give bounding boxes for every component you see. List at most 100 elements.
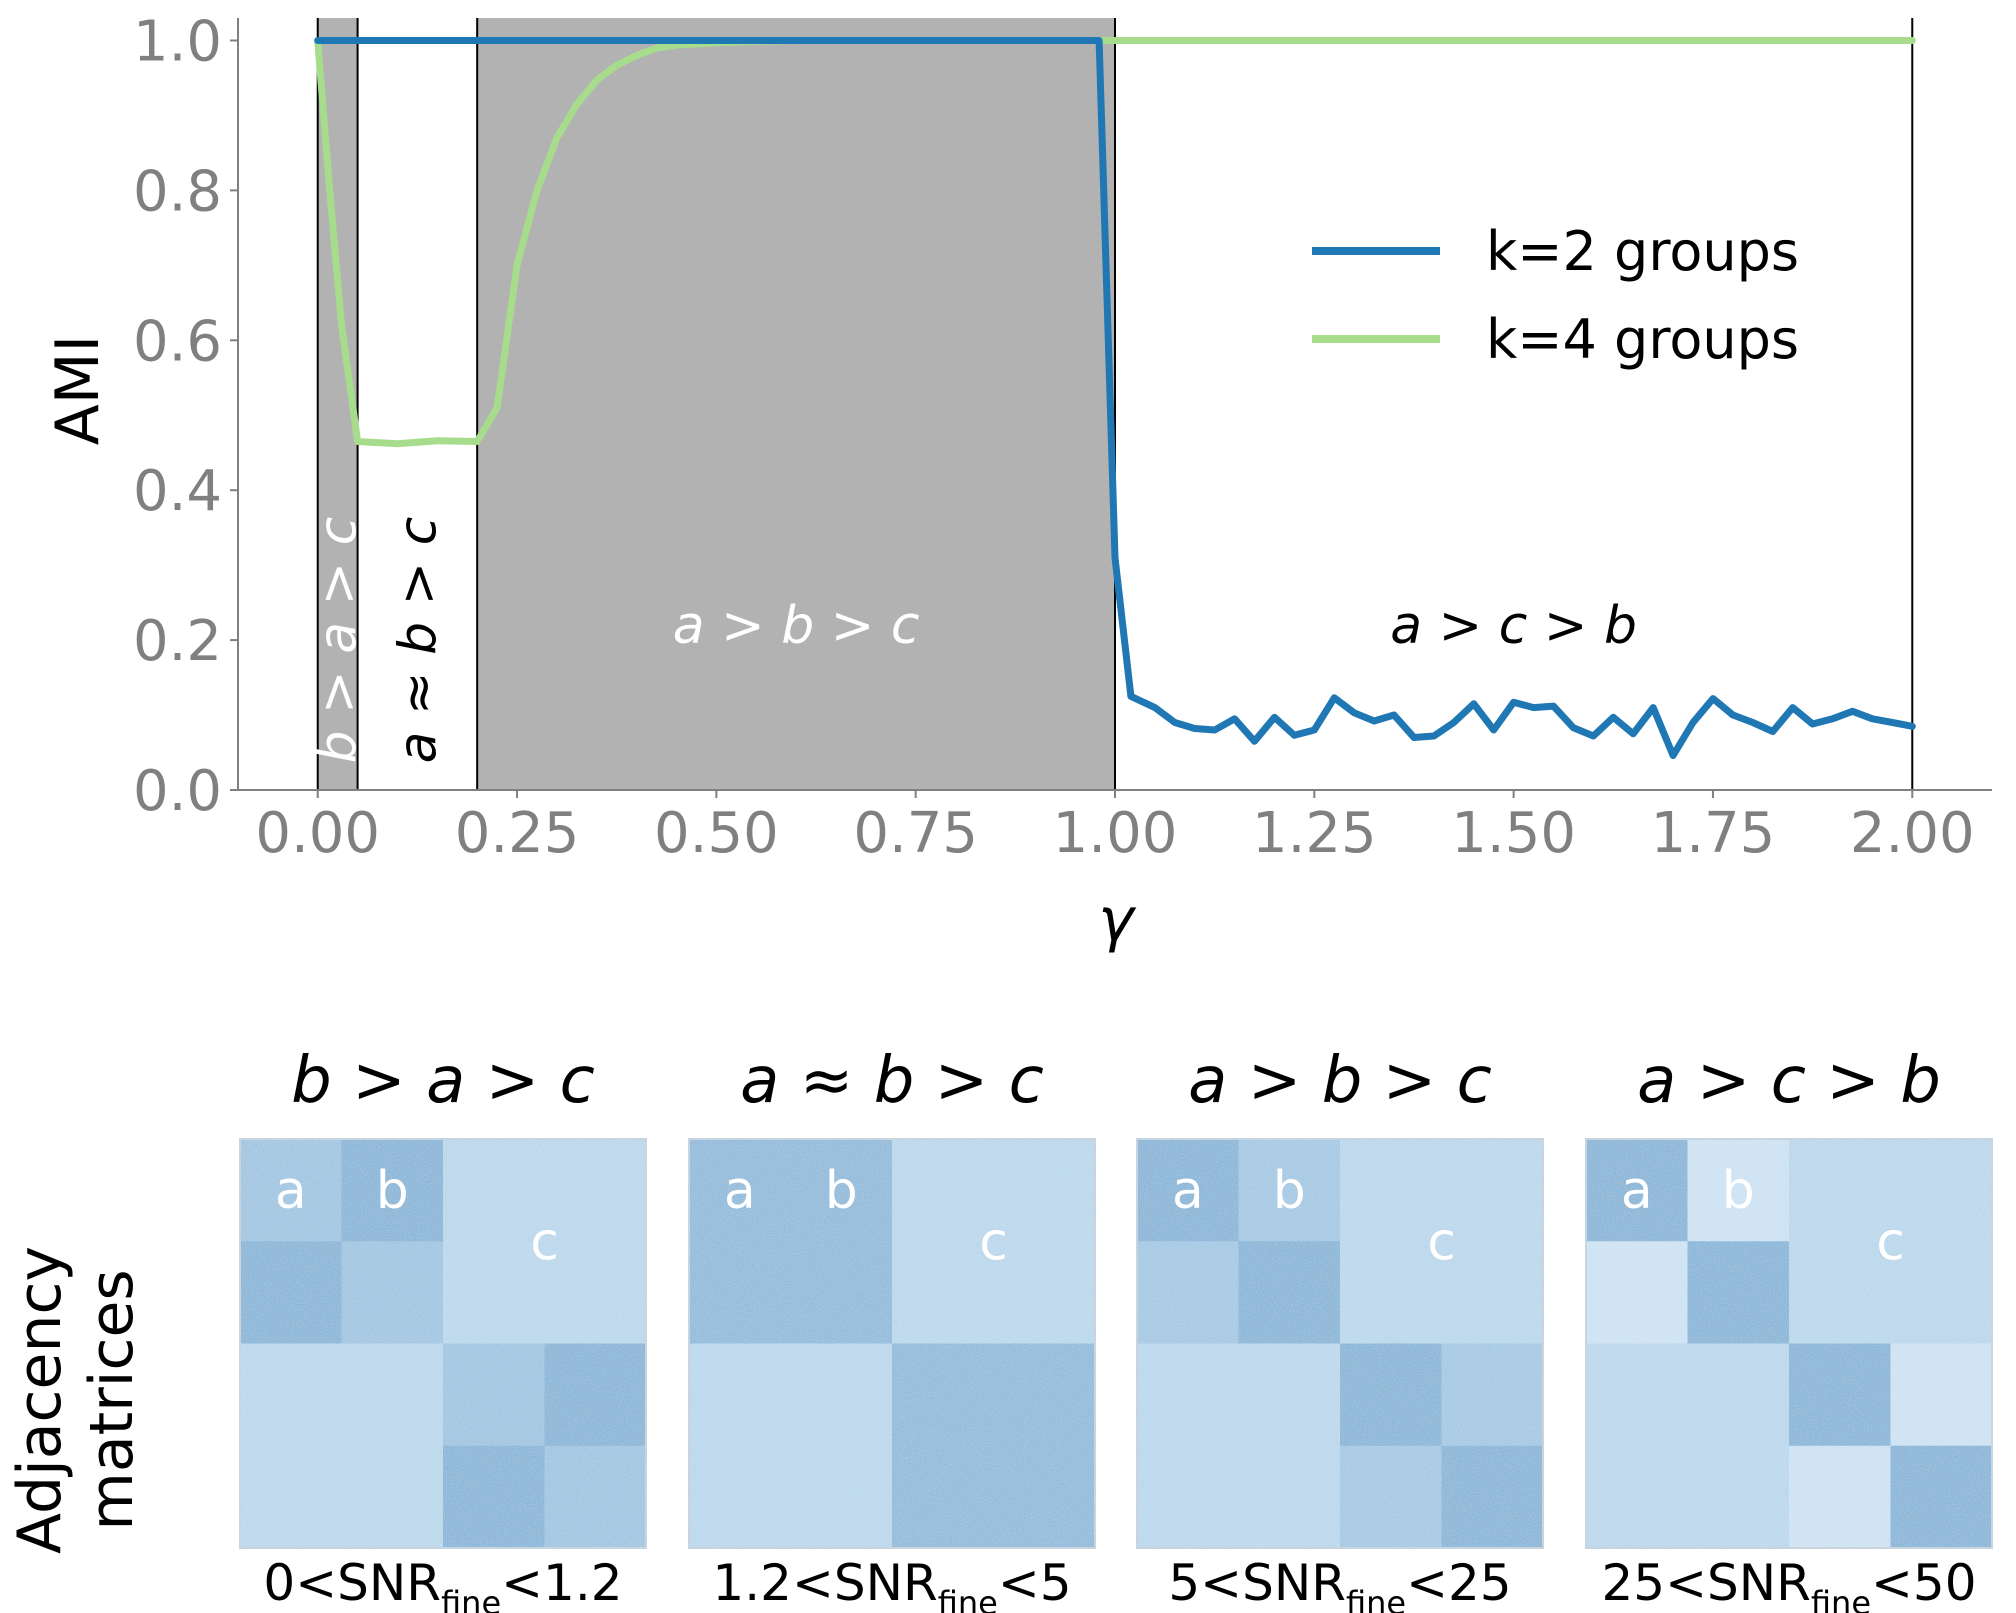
matrix-cell-0-3-0 [240,1445,343,1549]
matrix-cell-3-3-0 [1586,1445,1689,1549]
matrix-caption-2: 5<SNRfine<25 [1168,1554,1511,1613]
matrix-cell-3-3-2 [1789,1445,1892,1549]
matrix-cell-0-3-2 [443,1445,546,1549]
caption-sub-2: fine [1346,1584,1406,1613]
matrix-cell-3-1-3 [1890,1241,1993,1345]
adjacency-matrices: Adjacency matrices a bcb > a > c0<SNRfine… [5,1044,1993,1613]
block-label-3-2: c [1876,1212,1905,1272]
y-tick-label-5: 1.0 [133,9,222,74]
caption-sub-3: fine [1811,1584,1871,1613]
matrix-cell-3-3-3 [1890,1445,1993,1549]
matrix-cell-0-2-3 [544,1343,647,1447]
matrix-cell-3-1-0 [1586,1241,1689,1345]
block-label-1-1: b [825,1161,858,1221]
matrices-ylabel-line1: Adjacency [5,1246,75,1554]
matrix-cell-3-1-2 [1789,1241,1892,1345]
x-tick-label-0: 0.00 [255,801,380,866]
caption-pre-2: 5<SNR [1168,1554,1346,1612]
matrix-frame-2 [1136,1138,1544,1549]
matrix-cell-2-1-1 [1238,1241,1341,1345]
matrix-cell-0-2-0 [240,1343,343,1447]
matrix-cell-1-1-1 [790,1241,893,1345]
caption-post-0: <1.2 [501,1554,622,1612]
matrix-cell-3-2-3 [1890,1343,1993,1447]
legend-label-k4: k=4 groups [1486,308,1799,371]
matrix-cell-1-2-2 [892,1343,995,1447]
matrix-heatmap-0 [240,1139,647,1549]
matrix-cell-0-2-1 [341,1343,444,1447]
matrix-panel-3: a b c a > c > b 25<SNRfine<50 [1585,1044,1993,1613]
x-tick-label-1: 0.25 [455,801,580,866]
matrix-cell-1-1-2 [892,1241,995,1345]
matrix-cell-2-0-2 [1340,1139,1443,1242]
matrix-cell-1-3-1 [790,1445,893,1549]
regime-boundaries [316,18,1914,790]
matrix-frame-1 [688,1138,1096,1549]
matrix-panel-2: a b c a > b > c 5<SNRfine<25 [1136,1044,1544,1613]
matrix-cell-1-2-0 [689,1343,792,1447]
block-label-0-1: b [376,1161,409,1221]
regime-label-1: a ≈ b > c [388,517,448,764]
matrix-cell-2-1-2 [1340,1241,1443,1345]
x-tick-label-8: 2.00 [1850,801,1975,866]
matrix-cell-3-2-0 [1586,1343,1689,1447]
matrix-cell-2-3-2 [1340,1445,1443,1549]
matrix-cell-1-2-1 [790,1343,893,1447]
regime-labels: b > a > c a ≈ b > c a > b > c a > c > b [309,517,1637,764]
caption-post-3: <50 [1871,1554,1977,1612]
matrix-heatmap-1 [689,1139,1096,1549]
matrix-title-2: a > b > c [1188,1044,1492,1118]
legend-label-k2: k=2 groups [1486,220,1799,283]
caption-pre-1: 1.2<SNR [712,1554,937,1612]
legend: k=2 groups k=4 groups [1312,220,1799,371]
matrix-cell-2-3-3 [1441,1445,1544,1549]
block-label-2-1: b [1273,1161,1306,1221]
x-tick-label-2: 0.50 [654,801,779,866]
matrix-panels: a bcb > a > c0<SNRfine<1.2a bca ≈ b > c1.2… [239,1044,1993,1613]
matrix-cell-1-1-0 [689,1241,792,1345]
matrix-title-1: a ≈ b > c [740,1044,1044,1118]
x-tick-label-4: 1.00 [1053,801,1178,866]
y-tick-label-3: 0.6 [133,309,222,374]
matrix-cell-2-2-1 [1238,1343,1341,1447]
matrix-cell-0-1-1 [341,1241,444,1345]
series-lines [314,37,1916,759]
matrix-cell-0-1-3 [544,1241,647,1345]
matrix-cell-2-2-0 [1137,1343,1240,1447]
matrix-panel-1: a b c a ≈ b > c 1.2<SNRfine<5 [688,1044,1096,1613]
y-tick-label-1: 0.2 [133,609,222,674]
caption-sub-0: fine [441,1584,501,1613]
matrix-cell-0-1-0 [240,1241,343,1345]
caption-pre-3: 25<SNR [1601,1554,1810,1612]
matrix-cell-3-0-1 [1687,1139,1790,1242]
block-label-3-0: a [1621,1161,1653,1221]
caption-pre-0: 0<SNR [263,1554,441,1612]
matrix-title-0: b > a > c [291,1044,595,1118]
regime-label-0: b > a > c [309,517,369,764]
regime-label-3: a > c > b [1390,596,1637,656]
matrix-cell-0-3-1 [341,1445,444,1549]
block-label-1-2: c [979,1212,1008,1272]
matrix-frame-3 [1585,1138,1993,1549]
series-line-0 [314,37,1916,759]
matrix-heatmap-2 [1137,1139,1544,1549]
matrix-cell-3-0-3 [1890,1139,1993,1242]
matrix-cell-0-3-3 [544,1445,647,1549]
matrix-cell-0-0-1 [341,1139,444,1242]
block-label-3-1: b [1722,1161,1755,1221]
caption-sub-1: fine [938,1584,998,1613]
matrix-cell-1-1-3 [993,1241,1096,1345]
matrix-cell-2-2-2 [1340,1343,1443,1447]
caption-post-2: <25 [1406,1554,1512,1612]
matrix-cell-1-0-3 [993,1139,1096,1242]
matrix-cell-0-0-2 [443,1139,546,1242]
matrix-cell-0-0-3 [544,1139,647,1242]
block-label-2-0: a [1172,1161,1204,1221]
x-tick-label-6: 1.50 [1451,801,1576,866]
y-tick-labels: 0.0 0.2 0.4 0.6 0.8 1.0 [133,9,238,824]
regime-shade-2 [477,18,1115,790]
matrix-cell-1-0-2 [892,1139,995,1242]
matrix-cell-2-3-0 [1137,1445,1240,1549]
matrix-cell-0-1-2 [443,1241,546,1345]
